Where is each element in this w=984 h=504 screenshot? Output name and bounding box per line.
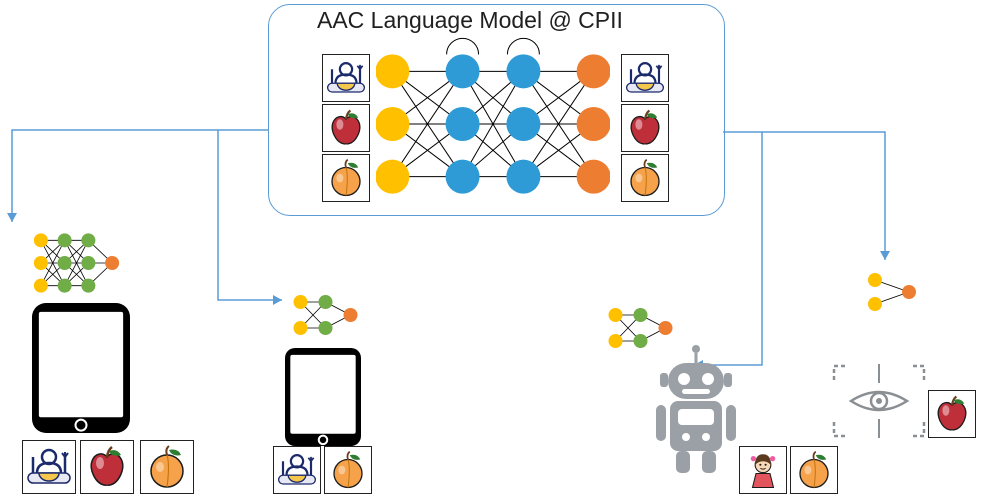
- eating-icon: [22, 440, 76, 494]
- robot-icon: [641, 339, 751, 489]
- central-neural-net: [376, 19, 610, 203]
- peach-icon: [140, 440, 194, 494]
- apple-icon: [80, 440, 134, 494]
- eating-icon: [273, 446, 321, 494]
- tablet-icon: [32, 303, 130, 433]
- eating-icon: [621, 54, 669, 102]
- peach-icon: [790, 446, 838, 494]
- tablet-icon: [285, 348, 361, 446]
- peach-icon: [324, 446, 372, 494]
- eating-icon: [322, 54, 370, 102]
- small-neural-net: [858, 268, 926, 316]
- apple-icon: [928, 390, 976, 438]
- peach-icon: [322, 154, 370, 202]
- peach-icon: [621, 154, 669, 202]
- small-neural-net: [288, 289, 363, 341]
- small-neural-net: [29, 229, 124, 297]
- apple-icon: [621, 104, 669, 152]
- apple-icon: [322, 104, 370, 152]
- eye-tracker-icon: [828, 360, 930, 442]
